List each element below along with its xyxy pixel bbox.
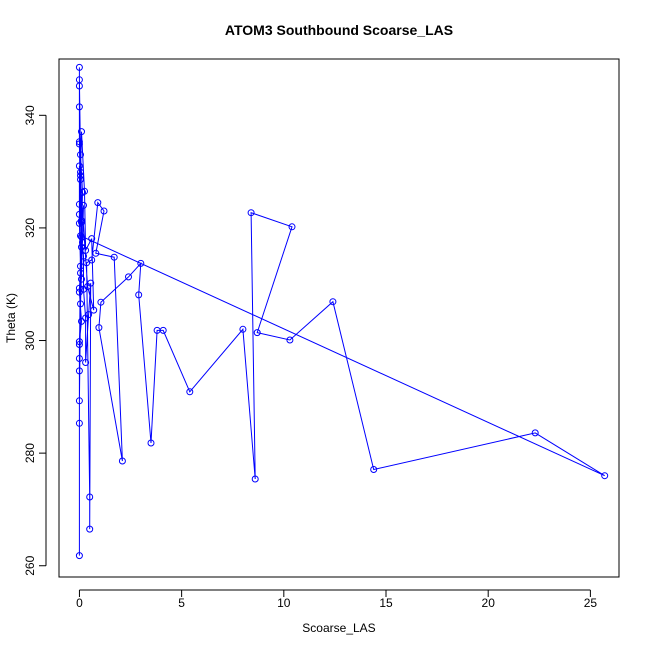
data-point — [77, 151, 84, 159]
data-point — [75, 200, 83, 208]
data-point — [75, 162, 83, 170]
data-point — [253, 329, 261, 337]
data-point — [77, 172, 84, 179]
data-point — [75, 355, 83, 362]
data-point — [75, 338, 83, 346]
data-point — [90, 306, 98, 314]
data-point — [75, 210, 83, 218]
data-point — [86, 493, 94, 501]
data-point — [247, 209, 255, 217]
y-tick-label: 300 — [23, 330, 37, 350]
data-point — [81, 187, 88, 195]
data-point — [251, 475, 259, 483]
y-tick-label: 260 — [23, 555, 37, 575]
x-axis: 0 5 10 15 20 25 — [76, 589, 598, 610]
data-point — [75, 138, 83, 146]
data-point — [329, 298, 337, 306]
data-point — [77, 262, 84, 270]
x-tick-label: 20 — [482, 596, 496, 610]
series-line — [78, 67, 605, 556]
data-point — [370, 466, 378, 473]
data-point — [75, 288, 83, 296]
data-point — [135, 291, 143, 299]
x-axis-label: Scoarse_LAS — [302, 621, 375, 635]
data-point — [84, 283, 92, 290]
data-point — [75, 63, 83, 71]
data-point — [75, 397, 83, 405]
data-point — [95, 324, 103, 332]
data-point — [82, 246, 90, 254]
data-point — [78, 128, 85, 136]
y-tick-label: 340 — [23, 105, 37, 125]
data-point — [125, 273, 132, 281]
x-tick-label: 15 — [379, 596, 393, 610]
chart-title: ATOM3 Southbound Scoarse_LAS — [225, 22, 453, 38]
y-tick-label: 280 — [23, 443, 37, 463]
data-point — [97, 298, 105, 306]
data-point — [186, 388, 194, 396]
data-point — [86, 525, 94, 533]
data-point — [94, 199, 102, 207]
data-point — [77, 232, 84, 240]
data-point — [100, 207, 108, 215]
data-point — [78, 317, 85, 325]
x-tick-label: 5 — [178, 596, 185, 610]
data-point — [286, 336, 294, 344]
data-point — [75, 103, 83, 111]
data-point — [88, 256, 96, 264]
data-point — [159, 326, 167, 334]
y-tick-label: 320 — [23, 218, 37, 238]
data-point — [75, 284, 83, 292]
data-point — [239, 325, 247, 333]
data-point — [75, 219, 83, 227]
data-point — [77, 300, 84, 308]
y-axis: 260 280 300 320 340 — [23, 105, 47, 576]
data-point — [75, 76, 83, 84]
data-point — [531, 429, 539, 437]
data-point — [288, 223, 296, 231]
data-point — [78, 275, 85, 283]
data-point — [88, 235, 96, 243]
data-point — [92, 249, 100, 257]
x-tick-label: 0 — [76, 596, 83, 610]
x-tick-label: 10 — [277, 596, 291, 610]
data-point — [80, 201, 87, 209]
data-point — [137, 259, 145, 267]
data-series — [75, 63, 609, 560]
data-point — [147, 439, 155, 447]
data-point — [82, 359, 90, 366]
data-point — [601, 472, 609, 480]
data-point — [75, 419, 83, 427]
data-point — [79, 239, 86, 247]
data-point — [118, 457, 126, 465]
data-point — [75, 367, 83, 375]
x-tick-label: 25 — [584, 596, 598, 610]
y-axis-label: Theta (K) — [4, 293, 18, 343]
data-point — [77, 176, 84, 183]
data-point — [75, 552, 83, 560]
data-point — [75, 140, 83, 148]
data-point — [85, 311, 93, 319]
data-point — [75, 341, 83, 348]
plot-frame — [58, 58, 620, 578]
data-point — [110, 253, 118, 261]
